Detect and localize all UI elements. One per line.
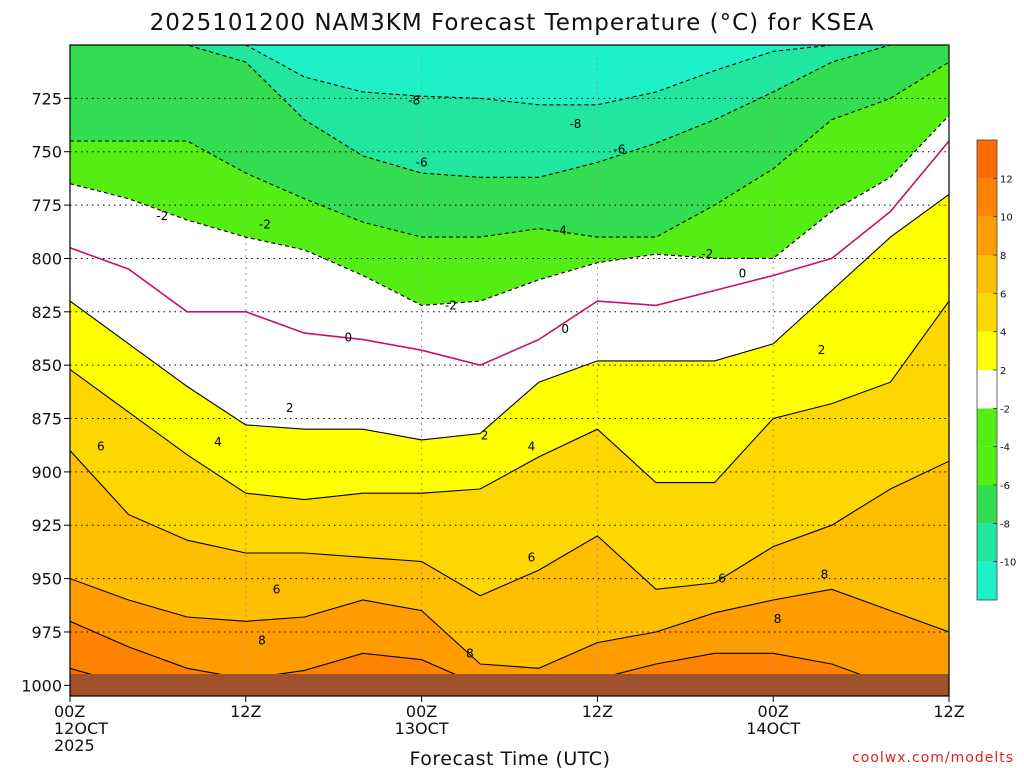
contour-label: 8 bbox=[774, 612, 782, 626]
colorbar-swatch bbox=[977, 178, 997, 217]
colorbar-tick-label: 2 bbox=[1000, 366, 1006, 377]
contour-label: 2 bbox=[818, 343, 826, 357]
contour-label: 2 bbox=[481, 429, 489, 443]
colorbar-tick-label: 12 bbox=[1000, 174, 1013, 185]
contour-label: 0 bbox=[561, 322, 569, 336]
contour-label: -2 bbox=[701, 247, 713, 261]
x-tick-label: 12OCT bbox=[54, 719, 108, 738]
y-axis: 725 750 775 800 825 850 875 900 925 950 975 1000 bbox=[21, 89, 70, 695]
colorbar-swatch bbox=[977, 370, 997, 409]
contour-label: 8 bbox=[821, 567, 829, 581]
contour-label: 0 bbox=[345, 330, 353, 344]
plot-frame bbox=[69, 44, 950, 697]
contour-label: 4 bbox=[214, 435, 222, 449]
contour-label: -2 bbox=[445, 298, 457, 312]
y-tick-label: 725 bbox=[31, 89, 62, 108]
colorbar-tick-label: -2 bbox=[1000, 404, 1010, 415]
contour-label: 0 bbox=[739, 266, 747, 280]
colorbar-swatch bbox=[977, 331, 997, 370]
contour-label: 6 bbox=[97, 439, 105, 453]
isotherm-minus4 bbox=[70, 61, 949, 238]
colorbar-swatch bbox=[977, 216, 997, 255]
contour-labels: -8 -8 -6 -6 -4 -2 -2 -2 -2 0 0 0 2 2 2 4 4 6 6 6 6 8 8 8 8 bbox=[97, 93, 828, 660]
y-tick-label: 750 bbox=[31, 143, 62, 162]
contour-label: -6 bbox=[613, 143, 625, 157]
contour-label: -8 bbox=[408, 93, 420, 107]
contour-label: 4 bbox=[528, 439, 536, 453]
colorbar-swatch bbox=[977, 523, 997, 562]
plot-area: -8 -8 -6 -6 -4 -2 -2 -2 -2 0 0 0 2 2 2 4 4 6 6 6 6 8 8 8 8 bbox=[70, 45, 949, 696]
isotherm-minus2 bbox=[70, 115, 949, 306]
y-tick-label: 950 bbox=[31, 570, 62, 589]
x-axis-label: Forecast Time (UTC) bbox=[410, 748, 611, 768]
contour-label: 8 bbox=[258, 634, 266, 648]
y-tick-label: 825 bbox=[31, 303, 62, 322]
contour-label: 6 bbox=[273, 582, 281, 596]
colorbar-swatch bbox=[977, 140, 997, 179]
color-legend: -10 -8 -6 -4 -2 2 4 6 8 10 12 bbox=[976, 139, 1016, 601]
chart-title: 2025101200 NAM3KM Forecast Temperature (… bbox=[150, 10, 875, 36]
contour-label: 6 bbox=[718, 572, 726, 586]
isotherm-8 bbox=[70, 578, 949, 669]
colorbar-tick-label: 4 bbox=[1000, 328, 1006, 339]
colorbar-tick-label: -10 bbox=[1000, 558, 1016, 569]
x-tick-label: 13OCT bbox=[395, 719, 449, 738]
colorbar-swatch bbox=[977, 446, 997, 485]
colorbar-tick-label: 6 bbox=[1000, 289, 1006, 300]
x-tick-label: 00Z bbox=[406, 702, 437, 721]
contour-label: 6 bbox=[528, 550, 536, 564]
contour-label: -8 bbox=[569, 117, 581, 131]
x-tick-label: 2025 bbox=[54, 736, 95, 755]
x-tick-label: 12Z bbox=[582, 702, 613, 721]
y-tick-label: 900 bbox=[31, 463, 62, 482]
y-tick-label: 775 bbox=[31, 196, 62, 215]
isotherm-0 bbox=[70, 140, 949, 367]
contour-label: -4 bbox=[555, 224, 567, 238]
x-tick-label: 12Z bbox=[933, 702, 964, 721]
colorbar-tick-label: -4 bbox=[1000, 443, 1010, 454]
isotherm-contours bbox=[70, 45, 949, 691]
y-tick-label: 800 bbox=[31, 249, 62, 268]
credit-link[interactable]: coolwx.com/modelts bbox=[852, 750, 1014, 766]
ground-surface bbox=[70, 674, 949, 696]
colorbar-swatch bbox=[977, 293, 997, 332]
isotherm-minus6 bbox=[70, 45, 949, 178]
colorbar-tick-label: 8 bbox=[1000, 251, 1006, 262]
y-tick-label: 975 bbox=[31, 623, 62, 642]
y-tick-label: 875 bbox=[31, 410, 62, 429]
colorbar-swatch bbox=[977, 485, 997, 524]
isotherm-4 bbox=[70, 300, 949, 501]
y-tick-label: 1000 bbox=[21, 676, 62, 695]
x-tick-label: 00Z bbox=[54, 702, 85, 721]
contour-label: -6 bbox=[416, 155, 428, 169]
colorbar-tick-label: -8 bbox=[1000, 519, 1010, 530]
contour-label: -2 bbox=[259, 217, 271, 231]
x-tick-label: 12Z bbox=[230, 702, 261, 721]
temperature-bands bbox=[70, 45, 949, 696]
colorbar-swatch bbox=[977, 408, 997, 447]
contour-label: 8 bbox=[466, 646, 474, 660]
isotherm-6 bbox=[70, 450, 949, 597]
x-tick-label: 14OCT bbox=[746, 719, 800, 738]
contour-label: 2 bbox=[286, 401, 294, 415]
colorbar-tick-label: 10 bbox=[1000, 213, 1013, 224]
y-tick-label: 925 bbox=[31, 516, 62, 535]
isotherm-minus8 bbox=[70, 45, 949, 106]
contour-label: -2 bbox=[156, 209, 168, 223]
y-tick-label: 850 bbox=[31, 356, 62, 375]
colorbar-swatch bbox=[977, 561, 997, 600]
x-tick-label: 00Z bbox=[758, 702, 789, 721]
colorbar-tick-label: -6 bbox=[1000, 481, 1010, 492]
colorbar-swatch bbox=[977, 255, 997, 294]
isotherm-2 bbox=[70, 193, 949, 441]
